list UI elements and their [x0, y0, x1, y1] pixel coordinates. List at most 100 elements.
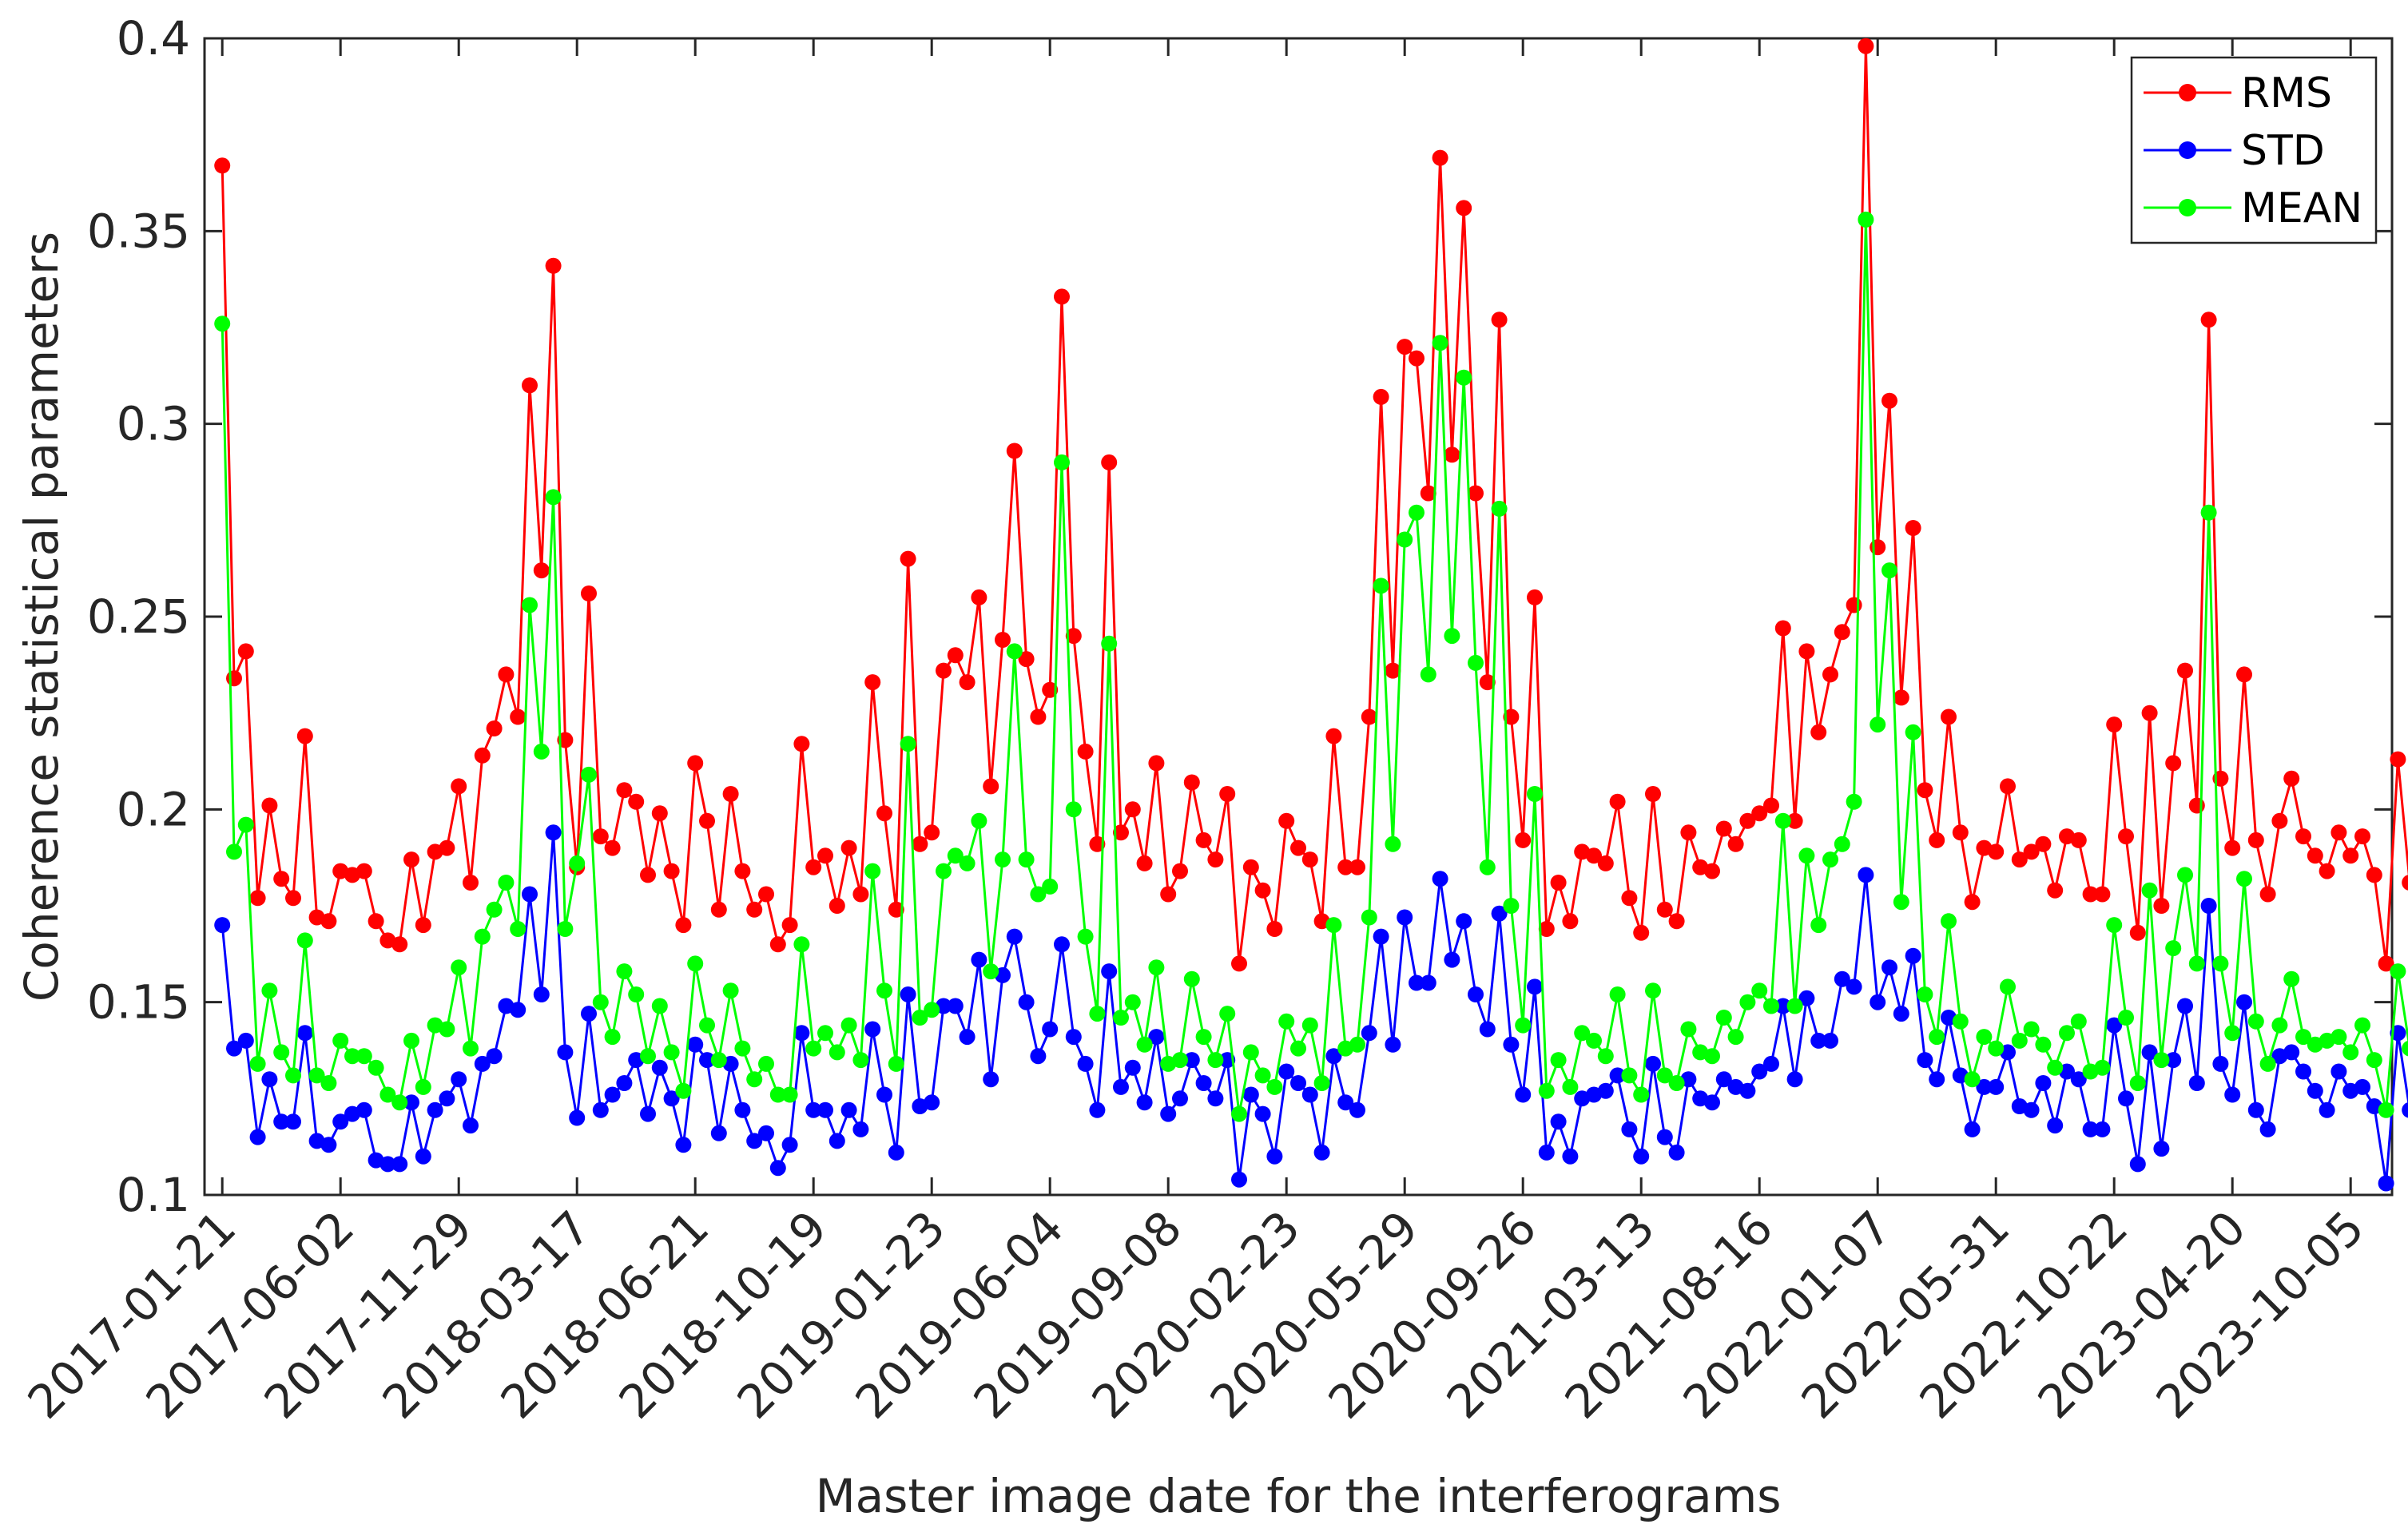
data-point-std	[415, 1148, 431, 1165]
data-point-mean	[983, 963, 999, 980]
data-point-rms	[1881, 392, 1897, 409]
data-point-rms	[651, 805, 668, 822]
y-tick-label: 0.1	[117, 1168, 190, 1222]
data-point-mean	[1822, 851, 1838, 868]
data-point-rms	[510, 708, 527, 725]
data-point-mean	[1113, 1010, 1129, 1026]
data-point-mean	[533, 743, 550, 760]
data-point-rms	[1172, 863, 1188, 879]
data-point-mean	[959, 855, 976, 871]
data-point-std	[1468, 986, 1484, 1002]
data-point-rms	[1668, 913, 1685, 930]
data-point-std	[1846, 978, 1862, 995]
data-point-mean	[876, 982, 892, 999]
data-point-mean	[781, 1086, 798, 1103]
data-point-mean	[1325, 917, 1342, 934]
data-point-std	[522, 886, 538, 903]
data-point-mean	[1172, 1052, 1188, 1069]
data-point-mean	[924, 1002, 940, 1018]
data-point-std	[2378, 1175, 2394, 1192]
x-axis-title: Master image date for the interferograms	[816, 1469, 1782, 1523]
data-point-std	[1774, 998, 1791, 1014]
data-point-rms	[2283, 770, 2300, 787]
data-point-std	[616, 1075, 633, 1091]
data-point-mean	[1030, 886, 1047, 903]
data-point-rms	[2035, 835, 2052, 852]
data-point-mean	[569, 855, 586, 871]
data-point-std	[805, 1101, 822, 1118]
data-point-mean	[1680, 1021, 1697, 1038]
data-point-mean	[510, 921, 527, 937]
data-point-mean	[332, 1032, 349, 1049]
data-point-rms	[1586, 847, 1602, 864]
data-point-std	[1148, 1029, 1165, 1046]
data-point-rms	[1160, 886, 1177, 903]
data-point-std	[781, 1137, 798, 1153]
data-point-mean	[2366, 1052, 2382, 1069]
data-point-std	[2212, 1055, 2229, 1072]
data-point-rms	[2271, 812, 2288, 829]
data-point-mean	[1491, 500, 1508, 517]
data-point-mean	[1739, 994, 1756, 1010]
data-point-rms	[734, 863, 751, 879]
data-point-std	[1609, 1067, 1626, 1084]
data-point-mean	[1727, 1029, 1744, 1046]
data-point-rms	[226, 670, 242, 687]
data-point-mean	[344, 1048, 360, 1065]
data-point-rms	[604, 839, 621, 856]
data-point-std	[746, 1133, 763, 1149]
data-point-std	[769, 1160, 786, 1177]
data-point-rms	[1183, 774, 1200, 791]
data-point-std	[1893, 1006, 1909, 1022]
data-point-mean	[1397, 531, 1413, 548]
data-point-rms	[2023, 843, 2040, 860]
data-point-std	[403, 1094, 419, 1111]
data-point-std	[486, 1048, 503, 1065]
data-point-mean	[2247, 1013, 2264, 1030]
data-point-std	[1715, 1071, 1732, 1088]
data-point-rms	[1503, 708, 1520, 725]
data-point-std	[1633, 1148, 1650, 1165]
data-point-mean	[1195, 1029, 1212, 1046]
data-point-mean	[2354, 1017, 2370, 1034]
data-point-mean	[486, 901, 503, 918]
data-point-rms	[1964, 894, 1981, 911]
data-point-mean	[1006, 643, 1023, 660]
data-point-std	[1278, 1063, 1295, 1080]
data-point-rms	[852, 886, 869, 903]
data-point-mean	[1609, 986, 1626, 1002]
data-point-std	[226, 1040, 242, 1057]
data-point-rms	[439, 839, 455, 856]
data-point-mean	[2059, 1025, 2075, 1042]
data-point-std	[864, 1021, 881, 1038]
data-point-std	[2295, 1063, 2311, 1080]
data-point-mean	[2212, 955, 2229, 972]
data-point-std	[1160, 1105, 1177, 1122]
data-point-rms	[687, 755, 704, 772]
y-tick-label: 0.25	[87, 589, 190, 644]
data-point-rms	[249, 890, 266, 907]
data-point-mean	[1515, 1017, 1532, 1034]
data-point-rms	[1420, 485, 1436, 502]
data-point-rms	[864, 674, 881, 691]
data-point-std	[592, 1101, 609, 1118]
data-point-rms	[817, 847, 833, 864]
data-point-mean	[1704, 1048, 1720, 1065]
data-point-std	[1870, 994, 1886, 1010]
data-point-mean	[1468, 654, 1484, 671]
data-point-std	[1929, 1071, 1945, 1088]
data-point-std	[1645, 1055, 1661, 1072]
data-point-rms	[1739, 812, 1756, 829]
data-point-std	[1042, 1021, 1059, 1038]
data-point-std	[2224, 1086, 2241, 1103]
data-point-std	[1491, 905, 1508, 922]
data-point-rms	[1254, 882, 1271, 899]
data-point-std	[1101, 963, 1118, 980]
data-point-mean	[1420, 666, 1436, 683]
data-point-std	[2094, 1121, 2111, 1137]
data-point-rms	[1656, 901, 1673, 918]
data-point-std	[1373, 928, 1389, 945]
data-point-std	[249, 1129, 266, 1145]
data-point-mean	[1242, 1044, 1259, 1061]
data-point-rms	[2106, 716, 2123, 733]
